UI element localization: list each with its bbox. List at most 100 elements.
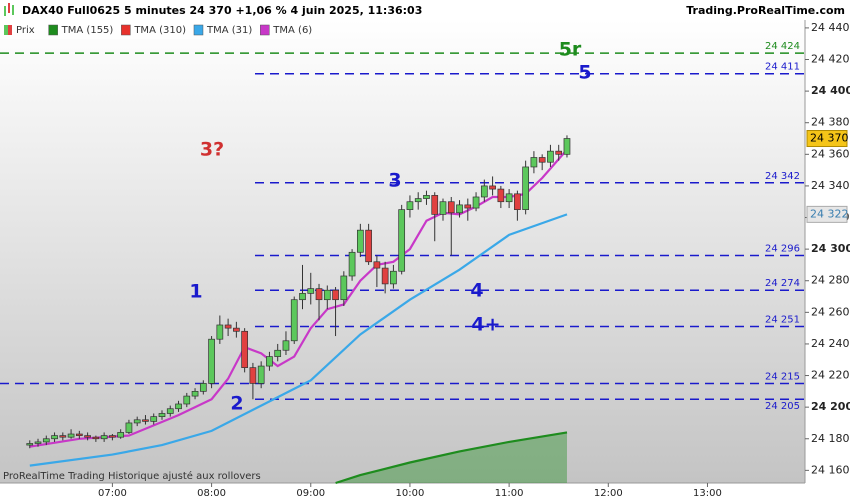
- legend-label: TMA (6): [272, 25, 312, 36]
- level-label: 24 411: [765, 62, 800, 73]
- candle-body: [340, 275, 348, 301]
- candle-body: [216, 324, 224, 340]
- candle-body: [472, 196, 480, 209]
- candle-body: [150, 416, 158, 422]
- annotation: 4+: [471, 314, 500, 336]
- candle-body: [92, 436, 100, 440]
- y-tick-label: 24 260: [811, 305, 850, 318]
- x-tick-label: 07:00: [98, 488, 127, 499]
- ma-last-box: [806, 205, 848, 223]
- y-tick-label: 24 200: [811, 400, 850, 413]
- annotation: 3: [388, 170, 401, 192]
- y-tick-label: 24 240: [811, 337, 850, 350]
- candle-body: [497, 188, 505, 203]
- x-tick-label: 12:00: [594, 488, 623, 499]
- footer-note: ProRealTime Trading Historique ajusté au…: [3, 470, 261, 482]
- y-tick-label: 24 180: [811, 432, 850, 445]
- candle-body: [117, 432, 125, 438]
- x-tick-label: 09:00: [296, 488, 325, 499]
- y-tick-label: 24 440: [811, 21, 850, 34]
- candle-body: [299, 293, 306, 301]
- legend-background: [0, 21, 321, 39]
- x-tick-label: 11:00: [495, 488, 524, 499]
- candle-body: [67, 433, 75, 438]
- y-tick-label: 24 360: [811, 147, 850, 160]
- candle-body: [431, 195, 439, 215]
- y-tick-label: 24 400: [811, 84, 850, 97]
- candle-body: [390, 270, 397, 285]
- candle-body: [233, 327, 240, 332]
- candle-body: [414, 198, 422, 203]
- annotation: 5: [578, 62, 591, 84]
- candle-body: [307, 288, 315, 294]
- candle-body: [26, 443, 34, 446]
- candle-body: [547, 150, 554, 163]
- candle-body: [100, 435, 108, 440]
- candle-body: [315, 288, 323, 301]
- level-label: 24 215: [765, 371, 800, 382]
- level-label: 24 251: [765, 315, 800, 326]
- candle-body: [464, 204, 472, 209]
- legend-label: Prix: [16, 25, 35, 36]
- candle-body: [257, 365, 265, 384]
- candle-body: [51, 435, 58, 440]
- candle-body: [290, 299, 298, 342]
- candle-body: [166, 408, 174, 414]
- y-tick-label: 24 380: [811, 116, 850, 129]
- legend-label: TMA (31): [206, 25, 252, 36]
- candle-body: [183, 395, 191, 405]
- header-title: DAX40 Full0625 5 minutes 24 370 +1,06 % …: [22, 4, 422, 17]
- candle-body: [348, 251, 356, 277]
- candle-body: [142, 419, 149, 422]
- header-icon: [4, 3, 14, 16]
- y-tick-label: 24 340: [811, 179, 850, 192]
- ma-line: [29, 213, 568, 467]
- level-label: 24 342: [765, 171, 800, 182]
- y-tick-label: 24 300: [811, 242, 850, 255]
- candle-body: [530, 157, 538, 168]
- candle-body: [365, 229, 372, 263]
- header-site[interactable]: Trading.ProRealTime.com: [686, 4, 845, 17]
- candle-body: [456, 204, 463, 214]
- candle-body: [439, 201, 447, 215]
- candle-body: [373, 261, 381, 269]
- level-label: 24 205: [765, 401, 800, 412]
- candle-body: [406, 201, 414, 210]
- candle-body: [249, 367, 257, 384]
- candle-body: [191, 390, 199, 397]
- legend-swatch: [48, 24, 58, 36]
- ma-last-label: 24 322: [810, 207, 849, 220]
- ma-area: [335, 432, 567, 483]
- candle-body: [423, 195, 430, 199]
- candle-body: [34, 441, 42, 444]
- candle-body: [398, 209, 406, 272]
- candle-body: [274, 349, 282, 357]
- legend-swatch: [193, 24, 204, 36]
- candle-body: [323, 289, 331, 301]
- candle-body: [75, 433, 83, 436]
- candle-body: [109, 435, 116, 438]
- candle-body: [563, 138, 571, 155]
- y-tick-label: 24 160: [811, 463, 850, 476]
- legend-swatch: [121, 24, 131, 36]
- candle-body: [224, 324, 232, 329]
- legend-swatch: [4, 25, 8, 35]
- x-tick-label: 08:00: [197, 488, 226, 499]
- candle-body: [241, 330, 248, 368]
- annotation: 3?: [200, 139, 224, 161]
- level-label: 24 424: [765, 41, 800, 52]
- candle-body: [133, 419, 141, 424]
- ma-line: [29, 148, 568, 448]
- annotation: 5r: [559, 39, 582, 61]
- candle-body: [522, 166, 529, 210]
- candle-body: [42, 438, 50, 443]
- candle-body: [175, 403, 182, 410]
- candle-body: [84, 435, 91, 438]
- level-label: 24 296: [765, 243, 800, 254]
- last-price-box: [806, 130, 848, 148]
- header-bar: [0, 0, 850, 20]
- x-tick-label: 13:00: [693, 488, 722, 499]
- y-tick-label: 24 220: [811, 369, 850, 382]
